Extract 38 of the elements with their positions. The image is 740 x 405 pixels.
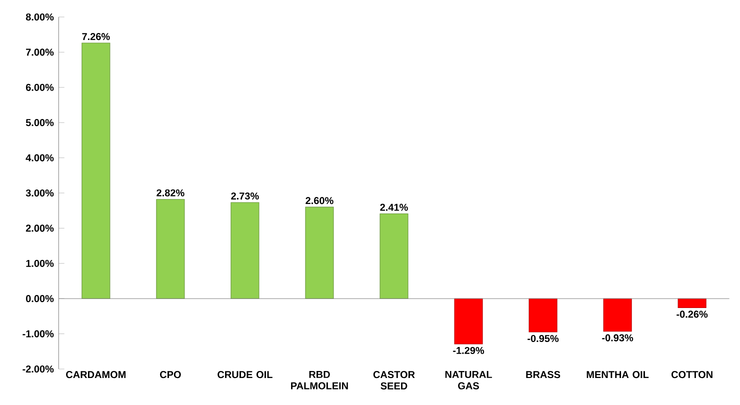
y-tick-label: 2.00%	[26, 224, 54, 232]
data-label: 2.41%	[380, 204, 408, 211]
x-tick-label: MENTHA OIL	[586, 371, 649, 378]
data-label: 2.60%	[306, 197, 334, 204]
bar	[603, 298, 632, 332]
y-tick-label: 8.00%	[26, 13, 54, 21]
x-tick-label: CRUDE OIL	[218, 371, 272, 378]
y-tick-label: 7.00%	[26, 48, 54, 56]
y-tick-label: 5.00%	[26, 119, 54, 126]
data-label: -0.93%	[602, 334, 634, 342]
x-tick-label: CARDAMOM	[66, 371, 126, 378]
y-tick-label: 4.00%	[26, 154, 54, 162]
y-tick-label: 1.00%	[26, 260, 54, 267]
bar	[454, 298, 483, 344]
x-tick-label: NATURAL GAS	[445, 371, 492, 390]
x-tick-label: CPO	[160, 371, 181, 378]
bar	[230, 202, 260, 299]
data-label: -0.95%	[528, 334, 559, 342]
bar	[82, 42, 110, 299]
x-tick-label: RBD PALMOLEIN	[291, 371, 348, 390]
bar	[528, 298, 558, 332]
data-label: -1.29%	[453, 346, 484, 354]
y-tick-label: 0.00%	[26, 295, 54, 302]
data-label: 2.82%	[156, 189, 184, 196]
y-tick-label: 3.00%	[26, 189, 54, 197]
y-tick-label: 6.00%	[26, 84, 54, 91]
bar	[305, 206, 334, 299]
bar	[678, 298, 706, 308]
bar	[380, 213, 408, 299]
y-tick-label: -1.00%	[22, 330, 54, 338]
bar	[156, 199, 185, 299]
data-label: 2.73%	[231, 192, 259, 200]
data-label: -0.26%	[676, 310, 708, 318]
x-tick-label: COTTON	[671, 371, 712, 378]
data-label: 7.26%	[82, 33, 110, 40]
x-tick-label: CASTOR SEED	[373, 371, 415, 390]
y-tick-label: -2.00%	[22, 365, 54, 373]
x-tick-label: BRASS	[526, 371, 560, 378]
